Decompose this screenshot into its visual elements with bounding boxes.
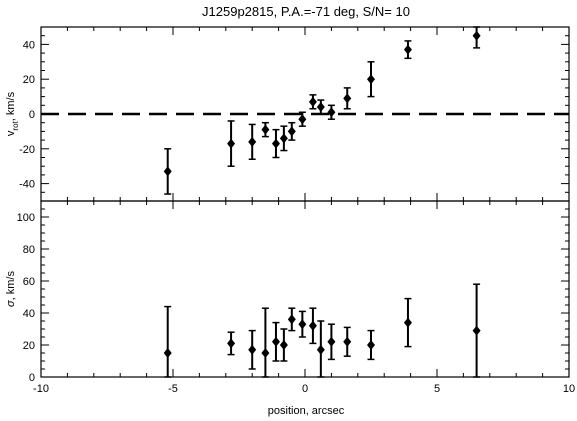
data-point-diamond	[367, 340, 375, 350]
y-tick-label: 0	[29, 372, 35, 384]
data-point-diamond	[472, 30, 481, 41]
data-point-diamond	[316, 102, 325, 113]
bottom-panel-frame	[40, 200, 570, 378]
y-tick-label: 40	[23, 308, 35, 320]
x-tick-label: -10	[33, 383, 49, 395]
x-axis-label: position, arcsec	[268, 405, 345, 417]
data-point-diamond	[298, 114, 307, 125]
bottom-panel-marks	[163, 283, 481, 378]
y-tick-label: 0	[29, 109, 35, 121]
top-panel-ticks: -40 -20 0 20 40	[19, 26, 570, 202]
data-point-diamond	[279, 340, 288, 350]
top-panel-ylabel: vrot, km/s	[5, 91, 20, 136]
y-tick-label: 100	[17, 212, 35, 224]
top-panel-marks	[41, 26, 569, 195]
data-point-diamond	[403, 317, 412, 328]
vrot-unit: , km/s	[5, 91, 17, 121]
y-tick-label: 80	[23, 244, 35, 256]
data-point-diamond	[227, 338, 236, 349]
sigma-symbol: σ	[5, 300, 17, 307]
x-tick-label: 5	[434, 383, 440, 395]
data-point-diamond	[287, 314, 296, 325]
data-point-diamond	[298, 319, 307, 330]
data-point-diamond	[163, 348, 172, 358]
data-point-diamond	[287, 126, 296, 137]
data-point-diamond	[271, 138, 280, 149]
x-tick-label: 10	[563, 383, 575, 395]
data-point-diamond	[308, 320, 317, 331]
data-point-diamond	[343, 93, 352, 104]
top-panel: -40 -20 0 20 40 vrot, km/s	[5, 26, 570, 202]
data-point-diamond	[367, 74, 375, 85]
data-point-diamond	[163, 166, 172, 177]
y-tick-label: 20	[23, 74, 35, 86]
y-tick-label: -20	[19, 144, 35, 156]
x-tick-label: 0	[302, 383, 308, 395]
data-point-diamond	[248, 136, 257, 147]
data-point-diamond	[327, 336, 336, 347]
data-point-diamond	[316, 344, 325, 355]
data-point-diamond	[472, 325, 481, 336]
data-point-diamond	[327, 107, 336, 118]
data-point-diamond	[261, 348, 270, 358]
data-point-diamond	[248, 344, 257, 355]
data-point-diamond	[271, 336, 280, 347]
bottom-panel-ylabel: σ, km/s	[5, 271, 17, 307]
sigma-unit: , km/s	[5, 271, 17, 301]
y-tick-label: 60	[23, 276, 35, 288]
vrot-subscript: rot	[11, 120, 20, 130]
data-point-diamond	[343, 336, 352, 347]
data-point-diamond	[403, 44, 412, 55]
y-tick-label: 20	[23, 340, 35, 352]
y-tick-label: -40	[19, 179, 35, 191]
data-point-diamond	[308, 96, 317, 107]
y-tick-label: 40	[23, 39, 35, 51]
data-point-diamond	[279, 133, 288, 144]
data-point-diamond	[261, 124, 270, 135]
x-tick-label: -5	[168, 383, 178, 395]
chart-title: J1259p2815, P.A.=-71 deg, S/N= 10	[202, 4, 410, 19]
data-point-diamond	[227, 138, 236, 149]
vrot-symbol: v	[5, 130, 17, 136]
